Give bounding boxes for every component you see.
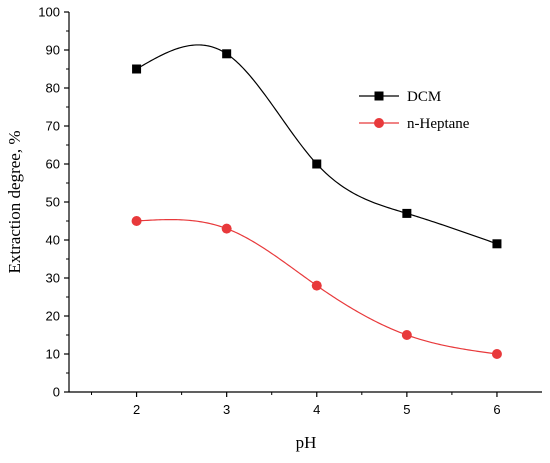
y-tick-label: 90 xyxy=(46,43,60,58)
data-point-square xyxy=(492,239,502,249)
y-tick-label: 20 xyxy=(46,309,60,324)
y-tick-label: 80 xyxy=(46,81,60,96)
x-tick-label: 4 xyxy=(313,402,320,417)
y-tick-label: 30 xyxy=(46,271,60,286)
y-tick-label: 50 xyxy=(46,195,60,210)
data-point-circle xyxy=(221,223,232,234)
y-tick-label: 70 xyxy=(46,119,60,134)
x-tick-label: 3 xyxy=(223,402,230,417)
legend-label-2: n-Heptane xyxy=(407,116,470,132)
data-point-square xyxy=(312,159,322,169)
data-point-circle xyxy=(131,216,142,226)
y-tick-label: 60 xyxy=(46,157,60,172)
y-tick-label: 40 xyxy=(46,233,60,248)
y-axis-title: Extraction degree, % xyxy=(5,130,24,273)
x-tick-label: 5 xyxy=(403,402,410,417)
legend-label-1: DCM xyxy=(407,89,441,105)
x-tick-label: 2 xyxy=(133,402,140,417)
legend: DCM n-Heptane xyxy=(359,89,470,132)
data-point-circle xyxy=(491,349,502,359)
series-layer xyxy=(131,44,502,359)
y-tick-label: 100 xyxy=(38,5,60,20)
data-point-square xyxy=(222,49,232,59)
series-line-1 xyxy=(136,44,498,245)
data-point-circle xyxy=(311,280,322,291)
data-point-square xyxy=(402,208,412,218)
y-tick-label: 10 xyxy=(46,347,60,362)
axes: 0 10 20 30 40 50 60 70 80 90 100 2 3 4 5 6 xyxy=(38,5,542,417)
data-point-circle xyxy=(401,330,412,340)
data-point-square xyxy=(132,64,142,74)
legend-marker-square xyxy=(374,91,384,101)
legend-marker-circle xyxy=(374,118,384,128)
x-tick-label: 6 xyxy=(493,402,500,417)
y-tick-label: 0 xyxy=(53,385,60,400)
x-axis-title: pH xyxy=(296,433,317,452)
